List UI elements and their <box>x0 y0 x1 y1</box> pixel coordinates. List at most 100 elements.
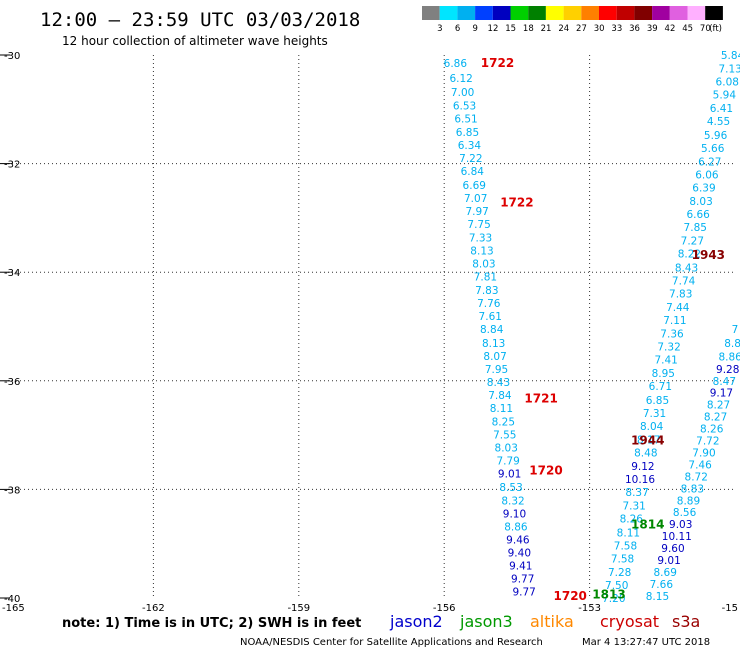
data-points: 6.866.127.006.536.516.856.347.226.846.69… <box>444 50 740 605</box>
wave-height-point: 7.83 <box>669 288 692 300</box>
grid <box>8 55 735 598</box>
chart-subtitle: 12 hour collection of altimeter wave hei… <box>62 34 328 48</box>
wave-height-point: 8.84 <box>480 324 504 336</box>
legend-label: 27 <box>576 24 587 34</box>
legend-swatch <box>545 6 564 20</box>
wave-height-point: 7.00 <box>451 87 474 99</box>
legend-swatch <box>422 6 440 20</box>
satellite-label-cryosat: cryosat <box>600 612 659 631</box>
legend-label: 9 <box>473 24 478 34</box>
legend-swatch <box>581 6 599 20</box>
wave-height-point: 7.85 <box>684 222 707 234</box>
wave-height-point: 8.8 <box>724 338 740 350</box>
satellite-label-jason2: jason2 <box>389 612 443 631</box>
track-time-label: 1722 <box>481 56 514 70</box>
wave-height-point: 7.72 <box>696 436 719 448</box>
track-time-label: 1943 <box>692 248 725 262</box>
wave-height-point: 9.77 <box>512 586 535 598</box>
footer-timestamp: Mar 4 13:27:47 UTC 2018 <box>582 637 710 648</box>
x-tick-label: -162 <box>142 603 165 614</box>
chart-title: 12:00 — 23:59 UTC 03/03/2018 <box>40 9 360 31</box>
wave-height-point: 8.07 <box>483 351 506 363</box>
wave-height-point: 7.95 <box>485 364 508 376</box>
wave-height-point: 8.48 <box>634 447 657 459</box>
wave-height-point: 8.04 <box>640 421 664 433</box>
wave-height-point: 5.66 <box>701 143 725 155</box>
legend-label: 39 <box>647 24 658 34</box>
wave-height-point: 6.66 <box>686 209 710 221</box>
legend-swatch <box>528 6 546 20</box>
wave-height-point: 7.75 <box>467 219 490 231</box>
wave-height-point: 9.60 <box>661 543 684 555</box>
wave-height-point: 7.84 <box>488 390 512 402</box>
wave-height-point: 8.32 <box>501 495 524 507</box>
wave-height-point: 6.06 <box>695 169 719 181</box>
wave-height-point: 8.43 <box>675 262 698 274</box>
wave-height-point: 8.26 <box>620 514 644 526</box>
wave-height-point: 8.17 <box>637 434 660 446</box>
legend-swatch <box>687 6 706 20</box>
wave-height-point: 7.83 <box>475 285 498 297</box>
y-tick-label: -38 <box>4 485 20 496</box>
wave-height-point: 7.58 <box>611 553 634 565</box>
legend-label: 30 <box>594 24 605 34</box>
y-tick-label: -30 <box>4 51 20 62</box>
legend-swatch <box>439 6 458 20</box>
legend-label: 36 <box>629 24 640 34</box>
wave-height-point: 8.47 <box>713 376 736 388</box>
wave-height-point: 9.28 <box>716 364 739 376</box>
legend-swatch <box>599 6 617 20</box>
wave-height-point: 7.07 <box>464 193 487 205</box>
wave-height-point: 9.77 <box>511 573 534 585</box>
legend-label: 15 <box>505 24 516 34</box>
wave-height-point: 7.50 <box>605 580 628 592</box>
color-legend: 3 6 9 12 15 18 21 24 27 30 33 36 39 42 45 70(ft) <box>422 6 723 34</box>
wave-height-point: 6.27 <box>698 156 721 168</box>
wave-height-point: 6.53 <box>453 100 476 112</box>
wave-height-point: 7 <box>732 324 739 336</box>
wave-height-point: 7.97 <box>465 206 488 218</box>
satellite-label-s3a: s3a <box>672 612 700 631</box>
wave-height-point: 9.17 <box>710 388 733 400</box>
wave-height-point: 7.74 <box>672 275 696 287</box>
track-time-label: 1721 <box>524 392 557 406</box>
wave-height-point: 8.22 <box>678 249 701 261</box>
wave-height-point: 8.72 <box>685 471 708 483</box>
footer-credit: NOAA/NESDIS Center for Satellite Applica… <box>240 637 543 648</box>
wave-height-point: 8.15 <box>646 591 669 603</box>
track-time-label: 1720 <box>529 463 562 477</box>
legend-label: 18 <box>523 24 534 34</box>
wave-height-point: 8.43 <box>487 377 510 389</box>
legend-swatch <box>669 6 688 20</box>
wave-height-point: 6.69 <box>463 180 486 192</box>
wave-height-point: 7.76 <box>477 298 501 310</box>
legend-label: 45 <box>682 24 693 34</box>
x-tick-label: -153 <box>578 603 601 614</box>
track-time-label: 1814 <box>631 518 664 532</box>
legend-swatch <box>475 6 493 20</box>
wave-height-point: 8.03 <box>689 196 712 208</box>
wave-height-point: 8.83 <box>681 483 704 495</box>
wave-height-point: 7.46 <box>688 459 712 471</box>
x-tick-label: -15 <box>722 603 738 614</box>
wave-height-point: 6.86 <box>444 58 468 70</box>
wave-height-point: 5.84 <box>721 50 740 62</box>
wave-height-point: 8.27 <box>704 412 727 424</box>
y-tick-label: -40 <box>4 594 20 605</box>
legend-label: 70 <box>700 24 711 34</box>
satellite-legend: jason2 jason3 altika cryosat s3a <box>389 612 700 631</box>
wave-height-point: 7.31 <box>622 501 645 513</box>
legend-label: 42 <box>665 24 676 34</box>
wave-height-point: 8.86 <box>504 521 528 533</box>
wave-height-point: 9.03 <box>669 519 692 531</box>
wave-height-point: 6.71 <box>649 381 672 393</box>
track-time-label: 1720 <box>554 589 587 603</box>
y-tick-label: -34 <box>4 268 20 279</box>
wave-height-point: 7.22 <box>459 153 482 165</box>
y-tick-label: -36 <box>4 377 20 388</box>
wave-height-point: 9.10 <box>503 508 526 520</box>
wave-height-point: 7.13 <box>718 64 740 76</box>
wave-height-point: 7.31 <box>643 408 666 420</box>
wave-height-point: 8.25 <box>492 417 515 429</box>
legend-swatch <box>634 6 653 20</box>
